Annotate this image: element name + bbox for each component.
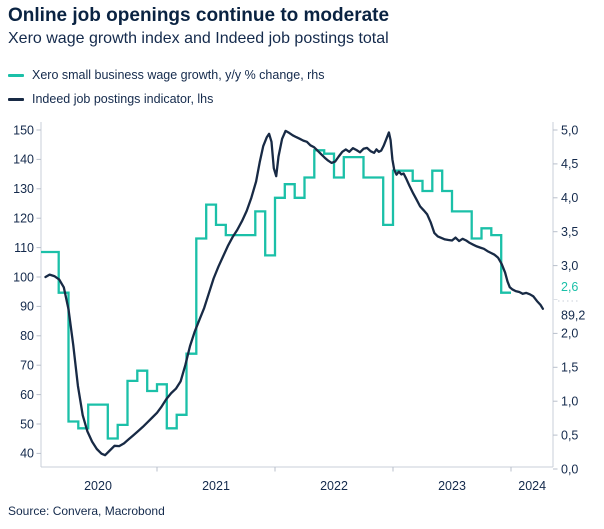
indeed-series-swatch-icon bbox=[8, 97, 24, 101]
left-axis-tick-label: 80 bbox=[20, 329, 34, 343]
legend-item-indeed: Indeed job postings indicator, lhs bbox=[8, 92, 325, 106]
right-axis-tick-label: 4,5 bbox=[561, 157, 578, 171]
left-axis-tick-label: 100 bbox=[13, 270, 34, 284]
left-axis-tick-label: 40 bbox=[20, 447, 34, 461]
right-axis-tick-label: 0,0 bbox=[561, 462, 578, 476]
xero-end-value-label: 2,6 bbox=[561, 280, 578, 294]
left-axis-tick-label: 90 bbox=[20, 300, 34, 314]
x-axis-year-label: 2024 bbox=[518, 479, 546, 493]
source-note: Source: Convera, Macrobond bbox=[8, 504, 165, 518]
left-axis-tick-label: 60 bbox=[20, 388, 34, 402]
x-axis-year-label: 2023 bbox=[438, 479, 466, 493]
x-axis-year-label: 2020 bbox=[84, 479, 112, 493]
legend-item-xero-label: Xero small business wage growth, y/y % c… bbox=[32, 68, 325, 82]
left-axis-tick-label: 120 bbox=[13, 212, 34, 226]
right-axis-tick-label: 4,0 bbox=[561, 191, 578, 205]
indeed-series-line bbox=[44, 129, 545, 457]
left-axis-tick-label: 70 bbox=[20, 359, 34, 373]
xero-series-line bbox=[41, 149, 511, 440]
right-axis-tick-label: 1,5 bbox=[561, 361, 578, 375]
right-axis-tick-label: 3,5 bbox=[561, 225, 578, 239]
right-axis-tick-label: 3,0 bbox=[561, 259, 578, 273]
legend: Xero small business wage growth, y/y % c… bbox=[8, 68, 325, 116]
page-title: Online job openings continue to moderate bbox=[8, 5, 390, 26]
xero-series-swatch-icon bbox=[8, 73, 24, 77]
right-axis-tick-label: 5,0 bbox=[561, 123, 578, 137]
left-axis-tick-label: 130 bbox=[13, 182, 34, 196]
x-axis-year-label: 2021 bbox=[202, 479, 230, 493]
left-axis-tick-label: 140 bbox=[13, 153, 34, 167]
right-axis-tick-label: 0,5 bbox=[561, 428, 578, 442]
right-axis-tick-label: 1,0 bbox=[561, 395, 578, 409]
legend-item-indeed-label: Indeed job postings indicator, lhs bbox=[32, 92, 214, 106]
left-axis-tick-label: 110 bbox=[14, 241, 34, 255]
chart-subtitle: Xero wage growth index and Indeed job po… bbox=[8, 30, 389, 47]
left-axis-tick-label: 50 bbox=[20, 417, 34, 431]
left-axis-tick-label: 150 bbox=[13, 123, 34, 137]
indeed-end-value-label: 89,2 bbox=[561, 308, 585, 322]
x-axis-year-label: 2022 bbox=[320, 479, 348, 493]
legend-item-xero: Xero small business wage growth, y/y % c… bbox=[8, 68, 325, 82]
right-axis-tick-label: 2,0 bbox=[561, 327, 578, 341]
